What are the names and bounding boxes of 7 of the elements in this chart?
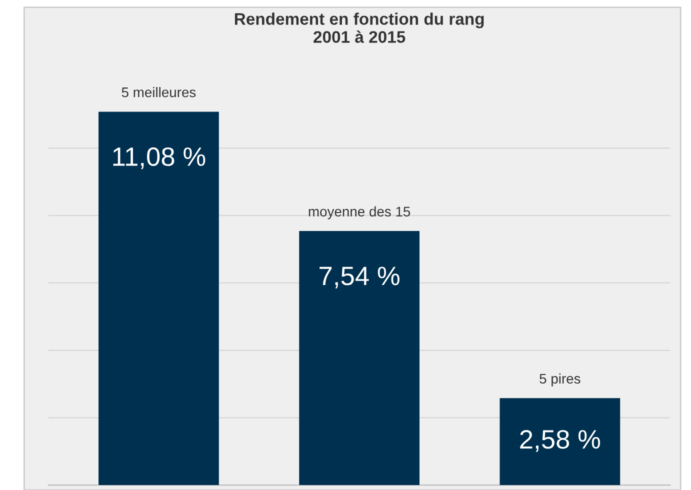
chart-title: Rendement en fonction du rang 2001 à 2015: [234, 12, 484, 43]
x-tick-label: moyenne des 15: [308, 206, 410, 220]
x-tick-label: 5 meilleures: [122, 87, 196, 98]
x-tick-label: 5 pires: [540, 373, 580, 386]
data-label: 11,08 %: [113, 147, 206, 170]
data-label: 7,54 %: [320, 266, 400, 288]
data-label: 2,58 %: [520, 430, 600, 452]
